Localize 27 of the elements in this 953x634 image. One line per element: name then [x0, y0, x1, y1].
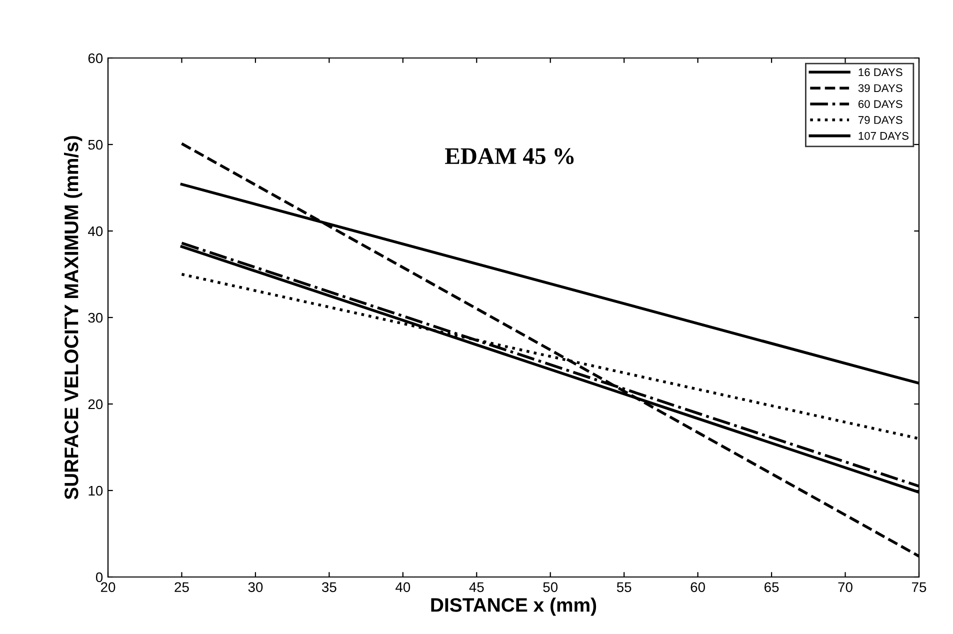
y-tick-label: 20	[88, 399, 103, 410]
x-tick-label: 30	[248, 582, 263, 592]
y-axis-title: SURFACE VELOCITY MAXIMUM (mm/s)	[64, 136, 82, 500]
legend-label: 79 DAYS	[858, 116, 902, 124]
x-tick-label: 20	[100, 582, 116, 592]
legend-label: 60 DAYS	[858, 100, 902, 108]
x-axis-title: DISTANCE x (mm)	[431, 598, 596, 616]
y-tick-label: 50	[88, 140, 103, 150]
y-tick-label: 10	[88, 486, 103, 496]
legend-label: 107 DAYS	[858, 132, 908, 140]
x-tick-label: 75	[912, 582, 926, 592]
x-tick-label: 45	[469, 582, 484, 592]
y-tick-label: 40	[88, 226, 103, 236]
legend-label: 16 DAYS	[858, 68, 902, 76]
x-tick-label: 50	[543, 582, 558, 592]
x-tick-label: 55	[616, 582, 632, 592]
y-tick-label: 0	[96, 572, 103, 582]
x-tick-label: 35	[322, 582, 336, 592]
y-tick-label: 30	[88, 312, 103, 323]
annotation: EDAM 45 %	[445, 148, 574, 164]
x-tick-label: 25	[174, 582, 189, 592]
x-tick-label: 65	[764, 582, 779, 592]
x-tick-label: 40	[396, 582, 410, 592]
y-tick-label: 60	[88, 53, 103, 64]
x-tick-label: 60	[690, 582, 705, 592]
x-tick-label: 70	[838, 582, 852, 592]
legend-label: 39 DAYS	[858, 84, 902, 92]
